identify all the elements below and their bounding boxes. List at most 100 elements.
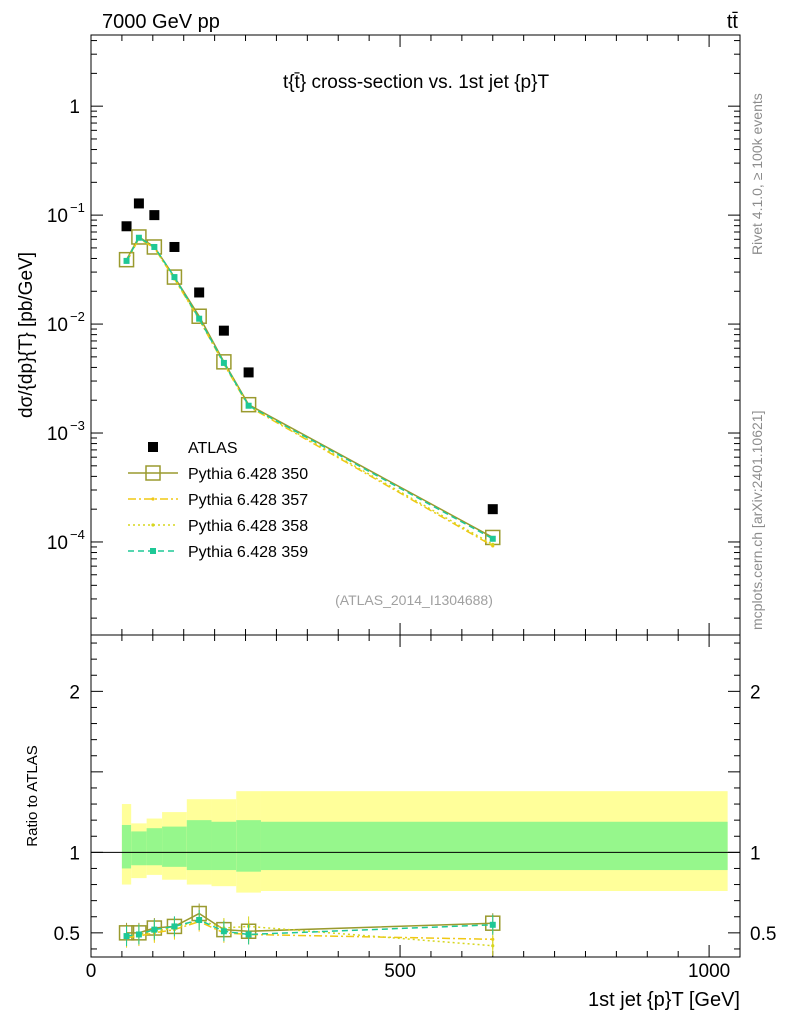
rivet-version-label: Rivet 4.1.0, ≥ 100k events xyxy=(749,93,765,255)
legend-marker xyxy=(148,442,158,452)
legend-label: ATLAS xyxy=(188,440,238,457)
chart-title: t{t̄} cross-section vs. 1st jet {p}T xyxy=(283,72,550,93)
ratio-series-group xyxy=(118,903,501,956)
main-series-point xyxy=(131,229,147,245)
ratio-y-tick-label-right: 1 xyxy=(750,843,761,864)
analysis-watermark: (ATLAS_2014_I1304688) xyxy=(335,592,493,608)
ratio-band-stat xyxy=(260,821,728,871)
ratio-series-point xyxy=(220,928,227,935)
legend-label: Pythia 6.428 358 xyxy=(188,518,308,535)
legend-item: Pythia 6.428 359 xyxy=(128,544,308,561)
legend-item: ATLAS xyxy=(148,440,238,457)
main-series-point xyxy=(169,241,180,252)
x-tick-labels: 0 500 1000 xyxy=(86,961,731,982)
ratio-series-point xyxy=(489,921,496,928)
ratio-panel: 0.5 0.5 1 1 2 2 0 500 1000 xyxy=(54,634,777,982)
ratio-y-tick-labels: 0.5 0.5 1 1 2 2 xyxy=(54,682,777,945)
ratio-series-point xyxy=(196,916,203,923)
main-y-tick-exponent: −4 xyxy=(70,527,85,542)
legend: ATLAS Pythia 6.428 350 Pythia 6.428 357 Pyt… xyxy=(128,440,308,561)
x-tick-label: 0 xyxy=(86,961,97,982)
ratio-series-point xyxy=(171,923,178,930)
ratio-y-tick-label-right: 0.5 xyxy=(750,924,776,945)
ratio-series-0 xyxy=(118,903,501,943)
main-y-tick-labels: 10 −410 −310 −210 −11 xyxy=(47,97,85,554)
x-tick-label: 500 xyxy=(384,961,416,982)
main-series-point xyxy=(487,504,498,515)
legend-label: Pythia 6.428 350 xyxy=(188,466,308,483)
main-y-tick-exponent: −1 xyxy=(70,200,85,215)
main-series-point xyxy=(149,210,160,221)
main-y-tick-label: 1 xyxy=(69,97,80,118)
legend-item: Pythia 6.428 358 xyxy=(128,518,308,535)
ratio-band-stat xyxy=(236,820,261,872)
ratio-series-point xyxy=(245,931,252,938)
main-y-tick-exponent: −3 xyxy=(70,418,85,433)
main-axis-ticks xyxy=(90,35,741,635)
main-series-point xyxy=(218,325,229,336)
header-right: tt̄ xyxy=(727,11,739,33)
ratio-uncertainty-bands xyxy=(121,791,728,893)
main-series-point xyxy=(135,234,142,241)
main-series-point xyxy=(123,257,130,264)
legend-marker xyxy=(151,497,155,501)
x-tick-label: 1000 xyxy=(688,961,730,982)
main-series-3 xyxy=(124,236,495,546)
ratio-y-tick-label: 0.5 xyxy=(54,924,80,945)
ratio-band-stat xyxy=(186,820,212,871)
main-series-point xyxy=(489,535,496,542)
ratio-series-1 xyxy=(124,911,495,950)
ratio-series-point xyxy=(123,933,130,940)
main-y-tick-label: 10 xyxy=(47,315,68,336)
main-series-point xyxy=(196,315,203,322)
main-series-group xyxy=(118,198,501,548)
legend-marker xyxy=(151,523,155,527)
main-y-axis-title: dσ/{dp}{T} [pb/GeV] xyxy=(16,252,37,418)
main-y-tick-label: 10 xyxy=(47,424,68,445)
main-panel: 10 −410 −310 −210 −11 xyxy=(47,34,741,636)
main-series-point xyxy=(220,359,227,366)
main-y-tick-label: 10 xyxy=(47,206,68,227)
main-series-point xyxy=(118,251,135,268)
ratio-series-point xyxy=(135,931,142,938)
main-series-point xyxy=(243,367,254,378)
ratio-y-tick-label-right: 2 xyxy=(750,682,761,703)
ratio-series-3 xyxy=(123,909,496,947)
mcplots-label: mcplots.cern.ch [arXiv:2401.10621] xyxy=(749,411,765,630)
ratio-band-stat xyxy=(211,821,237,871)
legend-marker xyxy=(145,465,161,481)
ratio-series-point xyxy=(491,944,495,948)
ratio-y-axis-title: Ratio to ATLAS xyxy=(24,745,41,846)
main-y-tick-exponent: −2 xyxy=(70,309,85,324)
main-series-point xyxy=(194,287,205,298)
ratio-y-tick-label: 2 xyxy=(69,682,80,703)
main-series-point xyxy=(245,402,252,409)
main-series-point xyxy=(491,542,495,546)
main-series-point xyxy=(146,239,163,255)
ratio-series-point xyxy=(151,926,158,933)
main-series-point xyxy=(191,308,207,324)
legend-marker xyxy=(150,548,156,554)
main-series-4 xyxy=(123,234,496,542)
legend-item: Pythia 6.428 350 xyxy=(128,465,308,483)
x-axis-title: 1st jet {p}T [GeV] xyxy=(588,989,740,1011)
legend-label: Pythia 6.428 357 xyxy=(188,492,308,509)
legend-item: Pythia 6.428 357 xyxy=(128,492,308,509)
main-series-point xyxy=(151,243,158,250)
ratio-band-stat xyxy=(131,831,147,866)
ratio-axis-ticks xyxy=(90,635,741,957)
main-series-0 xyxy=(121,198,498,515)
ratio-y-tick-label: 1 xyxy=(69,843,80,864)
legend-label: Pythia 6.428 359 xyxy=(188,544,308,561)
header-left: 7000 GeV pp xyxy=(102,11,220,33)
main-series-point xyxy=(166,269,183,285)
main-series-point xyxy=(240,396,257,413)
main-series-point xyxy=(121,221,132,232)
main-series-line xyxy=(125,236,494,540)
ratio-band-stat xyxy=(121,824,132,869)
main-y-tick-label: 10 xyxy=(47,533,68,554)
ratio-panel-frame xyxy=(90,634,741,958)
main-series-point xyxy=(133,198,144,209)
ratio-band-stat xyxy=(162,826,187,867)
